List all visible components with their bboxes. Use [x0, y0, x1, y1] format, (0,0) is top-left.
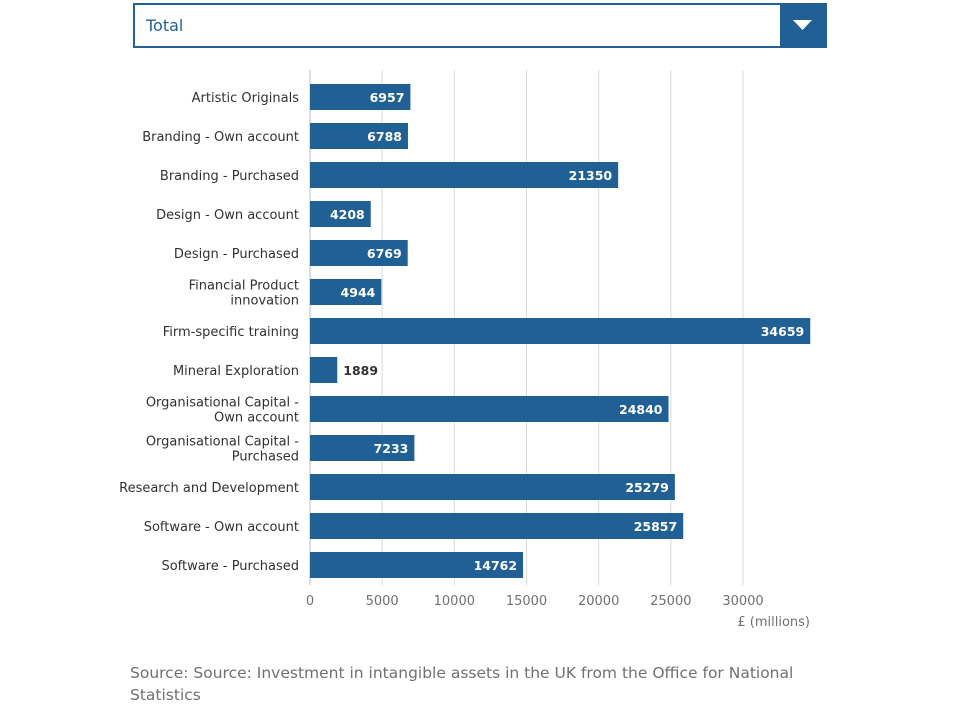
data-label: 24840 [619, 402, 663, 417]
bar [310, 318, 811, 344]
data-label: 21350 [569, 168, 613, 183]
x-axis-title: £ (millions) [737, 615, 810, 630]
bar [310, 357, 338, 383]
category-label: Software - Own account [144, 520, 299, 535]
data-label: 6957 [370, 90, 405, 105]
bar-chart: 0 5000 10000 15000 20000 25000 30000 £ (million… [119, 70, 811, 630]
bar [310, 162, 619, 188]
x-tick-label: 0 [306, 594, 314, 609]
bar [310, 240, 408, 266]
bar [310, 513, 684, 539]
data-label: 25857 [634, 519, 678, 534]
data-label: 34659 [761, 324, 805, 339]
category-label: Design - Own account [156, 208, 299, 223]
bar [310, 279, 382, 305]
category-label: innovation [230, 294, 299, 309]
category-label: Design - Purchased [174, 247, 299, 262]
source-note: Source: Source: Investment in intangible… [130, 664, 794, 704]
bar [310, 201, 371, 227]
category-label: Artistic Originals [192, 91, 300, 106]
bar [310, 123, 408, 149]
category-label: Organisational Capital - [146, 396, 299, 411]
bar [310, 435, 415, 461]
data-label: 4944 [341, 285, 376, 300]
data-label: 6788 [367, 129, 402, 144]
x-tick-label: 15000 [506, 594, 547, 609]
category-label: Software - Purchased [161, 559, 299, 574]
category-label: Purchased [232, 450, 299, 465]
bar [310, 474, 675, 500]
category-label: Own account [214, 411, 299, 426]
x-tick-label: 25000 [650, 594, 691, 609]
category-label: Research and Development [119, 481, 299, 496]
category-label: Organisational Capital - [146, 435, 299, 450]
category-select[interactable]: Total [133, 3, 827, 48]
data-label: 25279 [625, 480, 669, 495]
x-tick-label: 30000 [722, 594, 763, 609]
category-select-value: Total [146, 16, 184, 35]
dropdown-toggle-button[interactable] [780, 5, 825, 46]
x-tick-label: 20000 [578, 594, 619, 609]
category-label: Financial Product [189, 279, 299, 294]
data-label: 7233 [374, 441, 409, 456]
category-label: Branding - Own account [142, 130, 299, 145]
category-label: Firm-specific training [163, 325, 299, 340]
x-tick-label: 10000 [434, 594, 475, 609]
category-label: Branding - Purchased [160, 169, 299, 184]
bar [310, 396, 669, 422]
x-tick-label: 5000 [366, 594, 399, 609]
chevron-down-icon [793, 20, 812, 30]
category-label: Mineral Exploration [173, 364, 299, 379]
data-label: 6769 [367, 246, 402, 261]
bar [310, 552, 524, 578]
data-label: 14762 [474, 558, 518, 573]
data-label: 4208 [330, 207, 365, 222]
bar [310, 84, 411, 110]
data-label: 1889 [343, 363, 378, 378]
